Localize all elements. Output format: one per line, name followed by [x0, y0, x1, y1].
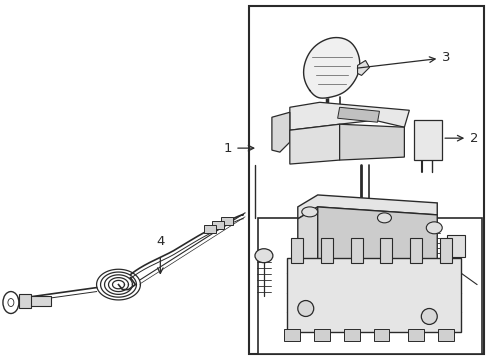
Polygon shape [297, 195, 436, 219]
Ellipse shape [301, 207, 317, 217]
Bar [350, 238, 362, 263]
Ellipse shape [254, 249, 272, 263]
Text: 2: 2 [469, 132, 478, 145]
Bar [409, 238, 422, 263]
Bar [380, 238, 392, 263]
Bar [373, 329, 388, 341]
Text: 1: 1 [223, 141, 232, 155]
Bar [290, 238, 302, 263]
Bar [407, 329, 424, 341]
Polygon shape [286, 258, 460, 332]
Bar [447, 235, 464, 257]
Ellipse shape [297, 301, 313, 316]
Polygon shape [339, 124, 404, 160]
Bar [320, 238, 332, 263]
Bar [437, 329, 453, 341]
Bar [283, 329, 299, 341]
Ellipse shape [426, 222, 441, 234]
Bar [313, 329, 329, 341]
Bar [258, 218, 481, 354]
Text: 4: 4 [156, 235, 164, 248]
Polygon shape [357, 60, 369, 75]
Polygon shape [303, 37, 359, 98]
Text: 3: 3 [441, 51, 450, 64]
Polygon shape [289, 102, 408, 130]
Polygon shape [289, 124, 339, 164]
Bar [248, 6, 483, 354]
Polygon shape [317, 207, 436, 312]
Bar [343, 329, 359, 341]
Ellipse shape [3, 292, 19, 314]
Polygon shape [297, 207, 317, 312]
Bar [29, 296, 51, 306]
Ellipse shape [377, 213, 390, 223]
Bar [439, 238, 451, 263]
Bar [19, 293, 31, 307]
Polygon shape [337, 107, 379, 122]
Bar [221, 217, 233, 225]
Bar [413, 120, 441, 160]
Ellipse shape [421, 309, 436, 324]
Bar [203, 225, 216, 233]
Ellipse shape [8, 298, 14, 306]
Polygon shape [271, 112, 289, 152]
Bar [212, 221, 224, 229]
